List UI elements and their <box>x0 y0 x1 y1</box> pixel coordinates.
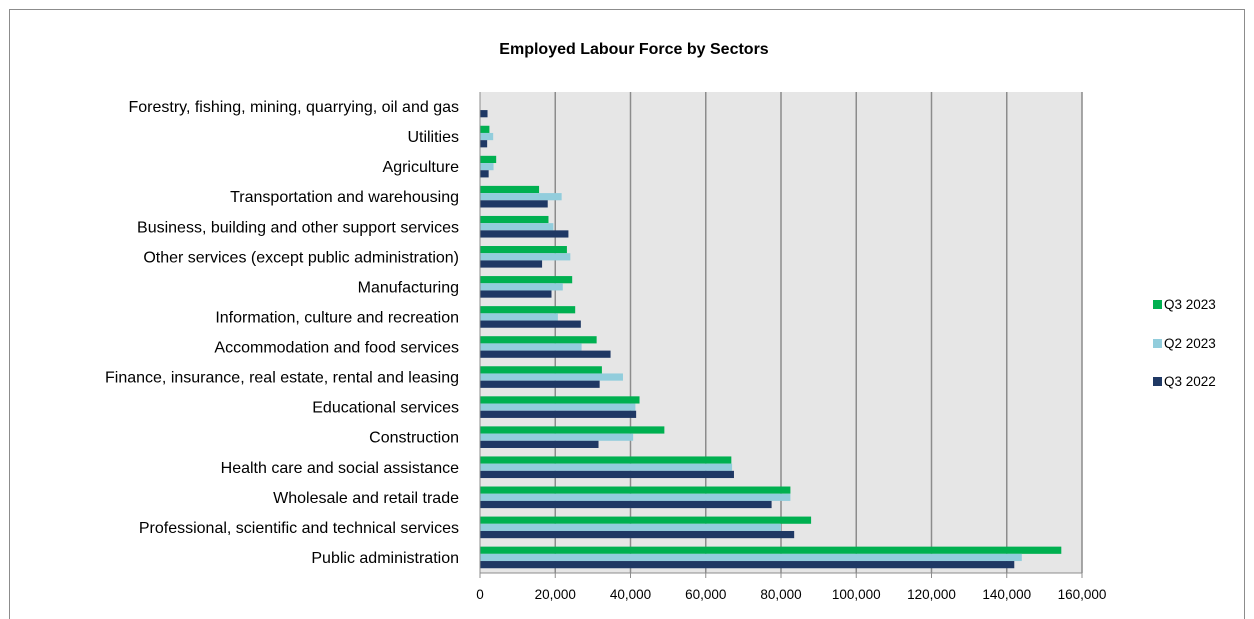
bar-q3-2023 <box>480 246 567 254</box>
category-label: Public administration <box>311 550 459 567</box>
bar-q3-2023 <box>480 396 640 404</box>
bar-q3-2022 <box>480 561 1015 569</box>
legend-label: Q2 2023 <box>1164 336 1216 351</box>
bar-q2-2023 <box>480 553 1022 562</box>
x-tick-label: 140,000 <box>982 587 1031 602</box>
x-tick-label: 120,000 <box>907 587 956 602</box>
category-label: Information, culture and recreation <box>215 309 459 326</box>
bar-q3-2023 <box>480 276 573 284</box>
x-tick-label: 100,000 <box>832 587 881 602</box>
bar-q3-2022 <box>480 290 552 298</box>
category-labels: Forestry, fishing, mining, quarrying, oi… <box>105 99 459 567</box>
chart-title: Employed Labour Force by Sectors <box>499 41 769 58</box>
bar-q3-2022 <box>480 320 581 328</box>
bar-q3-2022 <box>480 200 548 208</box>
category-label: Educational services <box>312 400 459 417</box>
category-label: Business, building and other support ser… <box>137 219 459 236</box>
category-label: Manufacturing <box>358 279 459 296</box>
bar-q2-2023 <box>480 493 791 501</box>
category-label: Agriculture <box>383 159 460 176</box>
bar-q3-2023 <box>480 215 549 224</box>
bar-q3-2023 <box>480 185 540 194</box>
bar-q3-2023 <box>480 155 497 164</box>
category-label: Professional, scientific and technical s… <box>139 520 459 537</box>
bar-q3-2022 <box>480 140 488 148</box>
bar-q2-2023 <box>480 373 623 381</box>
legend: Q3 2023 Q2 2023 Q3 2022 <box>1153 297 1216 389</box>
x-tick-label: 60,000 <box>685 587 726 602</box>
bar-q3-2023 <box>480 426 665 434</box>
bar-q3-2023 <box>480 306 576 314</box>
x-tick-label: 0 <box>476 587 484 602</box>
bar-q2-2023 <box>480 283 563 291</box>
bar-q3-2022 <box>480 230 569 238</box>
bar-q2-2023 <box>480 523 781 531</box>
bar-q3-2022 <box>480 110 488 118</box>
bar-q3-2023 <box>480 366 602 374</box>
category-label: Utilities <box>407 129 459 146</box>
bar-q3-2023 <box>480 516 812 524</box>
legend-label: Q3 2022 <box>1164 374 1216 389</box>
bar-q2-2023 <box>480 403 636 411</box>
category-label: Construction <box>369 430 459 447</box>
bar-q3-2022 <box>480 260 543 268</box>
legend-swatch <box>1153 339 1162 348</box>
legend-swatch <box>1153 377 1162 386</box>
category-label: Health care and social assistance <box>221 460 459 477</box>
bar-q2-2023 <box>480 433 634 441</box>
bar-q2-2023 <box>480 193 562 201</box>
bar-q2-2023 <box>480 343 582 351</box>
bar-q3-2022 <box>480 470 734 479</box>
category-label: Forestry, fishing, mining, quarrying, oi… <box>128 99 459 116</box>
category-label: Finance, insurance, real estate, rental … <box>105 370 459 387</box>
category-label: Other services (except public administra… <box>143 249 459 266</box>
bar-q2-2023 <box>480 223 554 231</box>
bar-q2-2023 <box>480 253 571 261</box>
bars <box>480 110 1062 569</box>
bar-q2-2023 <box>480 313 558 321</box>
category-label: Accommodation and food services <box>214 340 459 357</box>
bar-q3-2022 <box>480 500 772 509</box>
category-label: Wholesale and retail trade <box>273 490 459 507</box>
category-label: Transportation and warehousing <box>230 189 459 206</box>
bar-q3-2022 <box>480 170 489 178</box>
x-tick-label: 20,000 <box>535 587 576 602</box>
bar-q3-2023 <box>480 546 1062 554</box>
bar-q2-2023 <box>480 132 494 141</box>
bar-q3-2022 <box>480 530 795 539</box>
bar-q3-2023 <box>480 125 490 133</box>
legend-swatch <box>1153 300 1162 309</box>
legend-label: Q3 2023 <box>1164 297 1216 312</box>
bar-q3-2022 <box>480 380 600 388</box>
bar-q3-2023 <box>480 336 597 344</box>
bar-q3-2022 <box>480 440 599 448</box>
bar-q3-2023 <box>480 486 791 494</box>
x-tick-labels: 0 20,000 40,000 60,000 80,000 100,000 120,000 1… <box>476 587 1106 602</box>
x-tick-label: 80,000 <box>760 587 801 602</box>
bar-q2-2023 <box>480 163 494 171</box>
x-tick-label: 40,000 <box>610 587 651 602</box>
bar-q3-2023 <box>480 456 732 464</box>
bar-q3-2022 <box>480 350 611 358</box>
bar-q3-2022 <box>480 410 637 418</box>
x-tick-label: 160,000 <box>1058 587 1107 602</box>
bar-q2-2023 <box>480 463 733 471</box>
